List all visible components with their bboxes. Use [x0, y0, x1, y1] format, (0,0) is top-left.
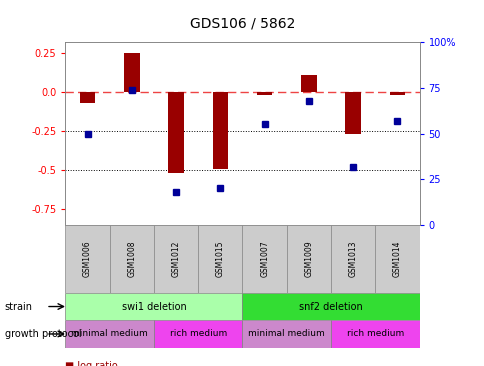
Bar [301, 75, 316, 92]
Bar [198, 225, 242, 293]
Text: GSM1015: GSM1015 [215, 241, 225, 277]
Text: GSM1012: GSM1012 [171, 241, 180, 277]
Text: rich medium: rich medium [346, 329, 403, 339]
Text: GSM1008: GSM1008 [127, 241, 136, 277]
Text: ■ log ratio: ■ log ratio [65, 361, 118, 366]
Text: GSM1006: GSM1006 [83, 240, 92, 277]
Text: GSM1014: GSM1014 [392, 241, 401, 277]
Text: minimal medium: minimal medium [71, 329, 148, 339]
Bar [330, 225, 375, 293]
Text: rich medium: rich medium [169, 329, 227, 339]
Bar [80, 92, 95, 103]
Text: GSM1013: GSM1013 [348, 241, 357, 277]
Text: GDS106 / 5862: GDS106 / 5862 [189, 16, 295, 30]
Bar [257, 92, 272, 95]
Bar [242, 293, 419, 320]
Bar [65, 293, 242, 320]
Bar [65, 225, 109, 293]
Bar [212, 92, 227, 169]
Bar [168, 92, 183, 173]
Text: growth protocol: growth protocol [5, 329, 81, 339]
Text: snf2 deletion: snf2 deletion [299, 302, 362, 311]
Bar [153, 225, 198, 293]
Text: minimal medium: minimal medium [248, 329, 324, 339]
Text: GSM1009: GSM1009 [304, 240, 313, 277]
Bar [375, 225, 419, 293]
Bar [286, 225, 330, 293]
Bar [330, 320, 419, 348]
Bar [242, 320, 330, 348]
Text: strain: strain [5, 302, 33, 311]
Bar [65, 320, 153, 348]
Bar [345, 92, 360, 134]
Bar [389, 92, 404, 95]
Bar [124, 53, 139, 92]
Text: swi1 deletion: swi1 deletion [121, 302, 186, 311]
Bar [242, 225, 286, 293]
Bar [109, 225, 153, 293]
Text: GSM1007: GSM1007 [259, 240, 269, 277]
Bar [153, 320, 242, 348]
